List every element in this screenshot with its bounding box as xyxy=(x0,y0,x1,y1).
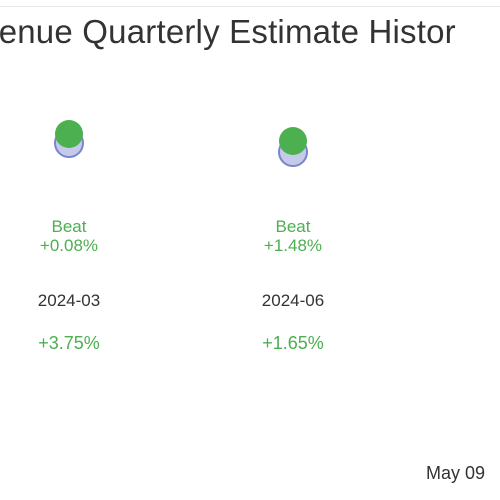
result-label: Beat xyxy=(52,217,87,236)
actual-point xyxy=(55,120,83,148)
period-label: 2024-03 xyxy=(38,291,100,310)
change-label: +1.65% xyxy=(262,333,324,353)
surprise-label: +0.08% xyxy=(40,236,98,255)
result-label: Beat xyxy=(276,217,311,236)
footer-date: May 09 xyxy=(426,463,486,483)
change-label: +3.75% xyxy=(38,333,100,353)
top-border xyxy=(0,6,500,7)
surprise-label: +1.48% xyxy=(264,236,322,255)
chart-title: venue Quarterly Estimate Histor xyxy=(0,13,456,50)
actual-point xyxy=(279,127,307,155)
period-label: 2024-06 xyxy=(262,291,324,310)
